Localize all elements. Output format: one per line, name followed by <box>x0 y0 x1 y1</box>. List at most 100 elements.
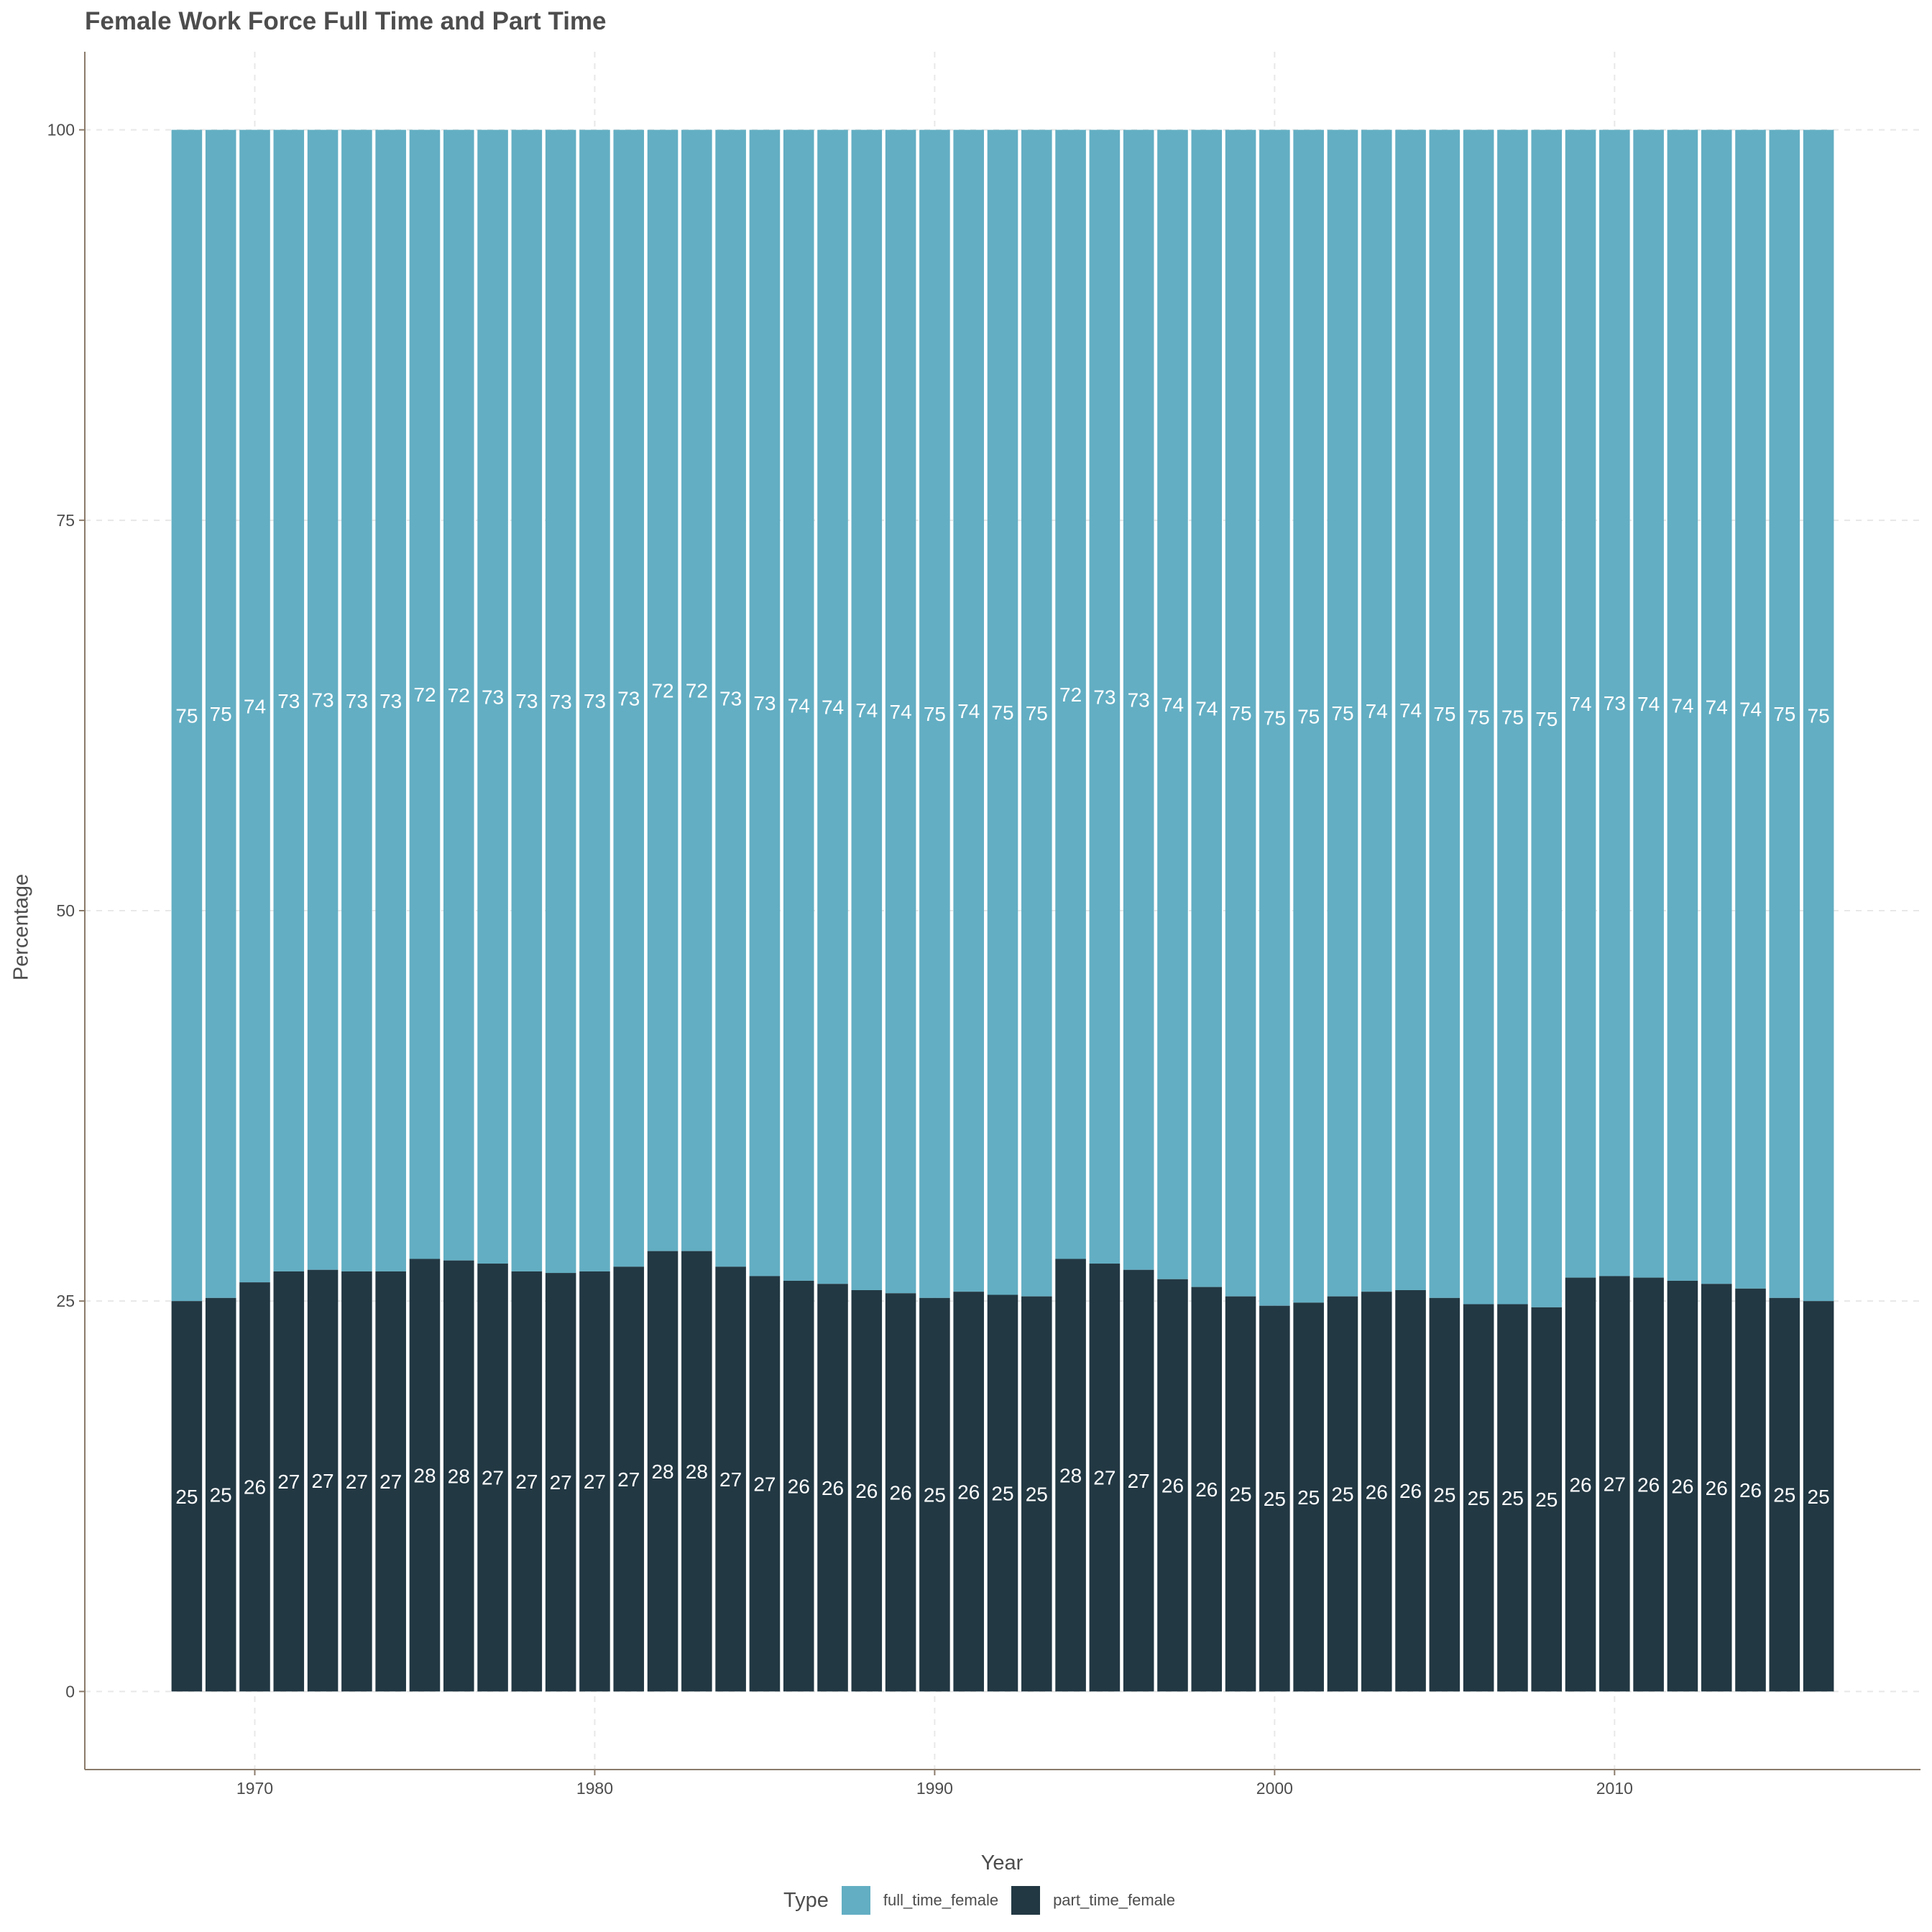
data-label-full-time: 74 <box>1671 694 1693 717</box>
data-label-part-time: 26 <box>1637 1473 1660 1496</box>
data-label-part-time: 27 <box>617 1468 640 1491</box>
bar-part-time <box>1633 1277 1664 1692</box>
bar-part-time <box>307 1269 339 1692</box>
bar-part-time <box>511 1271 543 1692</box>
legend-item-full-time: full_time_female <box>841 1886 999 1915</box>
bar-full-time <box>851 129 883 1290</box>
bar-part-time <box>1021 1296 1052 1692</box>
data-label-full-time: 75 <box>1026 702 1048 724</box>
data-label-part-time: 27 <box>719 1468 742 1491</box>
bar-part-time <box>1327 1296 1358 1692</box>
data-label-part-time: 26 <box>244 1476 266 1499</box>
bar-part-time <box>1565 1277 1596 1692</box>
data-label-full-time: 74 <box>244 695 266 717</box>
bar-full-time <box>1735 129 1766 1289</box>
bar-part-time <box>1157 1279 1188 1692</box>
bar-full-time <box>1667 129 1698 1281</box>
x-tick-label: 2010 <box>1596 1779 1633 1798</box>
bar-part-time <box>613 1266 645 1692</box>
bar-part-time <box>1803 1301 1834 1692</box>
data-label-part-time: 25 <box>1433 1484 1455 1506</box>
data-label-full-time: 74 <box>788 694 810 717</box>
bar-part-time <box>1769 1297 1800 1692</box>
data-label-full-time: 73 <box>550 691 572 713</box>
data-label-part-time: 25 <box>1026 1484 1048 1506</box>
bar-part-time <box>681 1251 712 1692</box>
bar-full-time <box>1803 129 1834 1302</box>
bar-full-time <box>511 129 543 1271</box>
bar-full-time <box>1259 129 1290 1306</box>
bar-part-time <box>1497 1304 1528 1692</box>
bar-part-time <box>579 1271 610 1692</box>
bar-full-time <box>205 129 236 1298</box>
data-label-full-time: 73 <box>482 686 504 708</box>
legend-label-full-time: full_time_female <box>883 1891 999 1909</box>
data-label-part-time: 25 <box>1264 1488 1286 1510</box>
data-label-part-time: 28 <box>413 1464 436 1486</box>
bar-full-time <box>1191 129 1223 1287</box>
data-label-part-time: 26 <box>1671 1476 1693 1498</box>
bar-part-time <box>171 1301 203 1692</box>
data-label-full-time: 74 <box>957 700 980 722</box>
data-label-full-time: 75 <box>1773 703 1795 725</box>
data-label-part-time: 28 <box>651 1460 673 1483</box>
bar-part-time <box>205 1297 236 1692</box>
data-label-part-time: 27 <box>311 1470 334 1492</box>
bar-full-time <box>1395 129 1426 1290</box>
data-label-part-time: 26 <box>1739 1479 1762 1501</box>
data-label-full-time: 75 <box>924 703 946 725</box>
bar-full-time <box>1327 129 1358 1297</box>
bar-full-time <box>987 129 1018 1295</box>
bar-part-time <box>987 1294 1018 1692</box>
data-label-full-time: 74 <box>890 701 912 723</box>
bar-full-time <box>647 129 678 1251</box>
data-label-full-time: 75 <box>1433 703 1455 725</box>
legend-title: Type <box>783 1888 829 1912</box>
bar-full-time <box>1463 129 1494 1305</box>
data-label-full-time: 73 <box>1128 689 1150 712</box>
data-label-part-time: 27 <box>380 1471 402 1493</box>
bar-full-time <box>579 129 610 1271</box>
bar-part-time <box>1531 1307 1563 1692</box>
data-label-full-time: 74 <box>1706 696 1728 718</box>
bar-part-time <box>1361 1292 1392 1692</box>
bar-full-time <box>239 129 270 1283</box>
bar-part-time <box>953 1292 984 1692</box>
legend-item-part-time: part_time_female <box>1011 1886 1175 1915</box>
data-label-full-time: 74 <box>1637 693 1660 715</box>
data-label-full-time: 73 <box>380 690 402 712</box>
data-label-full-time: 74 <box>822 696 844 718</box>
y-tick-label: 50 <box>56 901 75 920</box>
bar-part-time <box>1395 1289 1426 1692</box>
data-label-part-time: 28 <box>448 1466 470 1488</box>
data-label-full-time: 75 <box>1501 707 1524 729</box>
data-label-part-time: 25 <box>1773 1484 1795 1506</box>
data-label-full-time: 74 <box>1739 699 1762 721</box>
data-label-part-time: 26 <box>1366 1481 1388 1503</box>
bar-full-time <box>477 129 508 1264</box>
bar-full-time <box>341 129 372 1271</box>
data-label-full-time: 73 <box>1093 686 1116 708</box>
bar-part-time <box>1429 1297 1460 1692</box>
bar-part-time <box>1667 1280 1698 1692</box>
bar-part-time <box>443 1260 474 1692</box>
data-label-part-time: 25 <box>991 1482 1013 1504</box>
bar-part-time <box>1123 1269 1154 1692</box>
data-label-full-time: 75 <box>1468 707 1490 729</box>
bar-full-time <box>1157 129 1188 1279</box>
bar-full-time <box>1531 129 1563 1307</box>
data-label-part-time: 27 <box>1604 1473 1626 1495</box>
data-label-part-time: 26 <box>1569 1473 1591 1496</box>
data-label-full-time: 74 <box>1399 699 1422 722</box>
bar-part-time <box>715 1266 746 1692</box>
data-label-full-time: 73 <box>584 690 606 712</box>
legend-label-part-time: part_time_female <box>1053 1891 1176 1909</box>
data-label-full-time: 75 <box>1264 707 1286 730</box>
bar-full-time <box>375 129 406 1271</box>
bar-part-time <box>1259 1305 1290 1692</box>
bar-full-time <box>409 129 441 1259</box>
bar-part-time <box>1055 1259 1086 1692</box>
bar-full-time <box>613 129 645 1267</box>
data-label-part-time: 25 <box>1297 1486 1320 1509</box>
